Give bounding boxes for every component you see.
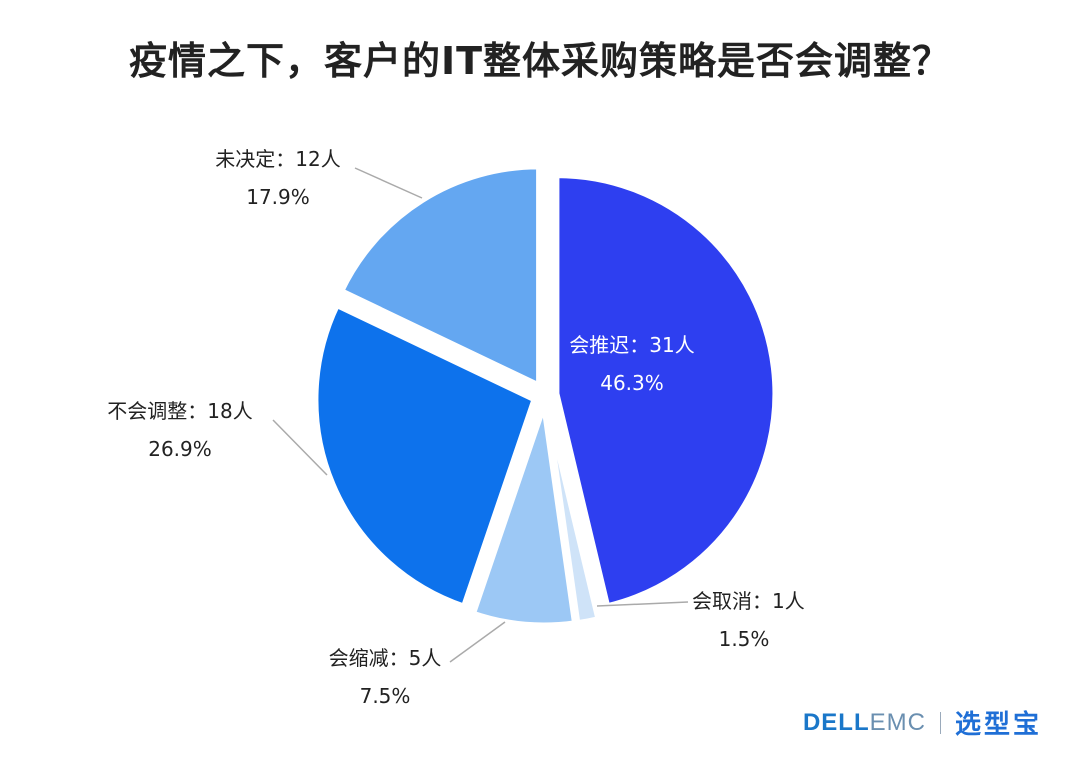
brand-separator [939, 711, 941, 734]
leader-line [354, 167, 423, 199]
pie-slice [339, 164, 542, 388]
slice-label: 会缩减：5人 [329, 646, 442, 670]
xuanxingbao-logo: 选型宝 [954, 710, 1042, 740]
slice-label: 不会调整：18人 [107, 399, 252, 423]
chart-title: 疫情之下，客户的IT整体采购策略是否会调整？ [128, 39, 952, 83]
pie-slice [313, 303, 537, 609]
brand-logo: DELLEMC 选型宝 [803, 704, 1042, 741]
leader-line [449, 621, 506, 663]
slice-label: 未决定：12人 [215, 147, 340, 171]
leader-line [596, 601, 689, 607]
leader-line [272, 419, 328, 476]
slice-percent: 1.5% [719, 627, 770, 651]
pie-slice [544, 404, 601, 626]
slice-percent: 17.9% [246, 185, 310, 209]
pie-slice [554, 173, 778, 609]
slice-label: 会取消：1人 [692, 589, 805, 613]
slice-percent: 7.5% [360, 684, 411, 708]
slice-percent: 26.9% [148, 437, 212, 461]
dell-emc-logo: DELLEMC [802, 708, 926, 736]
slice-percent: 46.3% [600, 371, 664, 395]
slice-label: 会推迟：31人 [569, 333, 694, 357]
pie-slice [471, 404, 577, 628]
